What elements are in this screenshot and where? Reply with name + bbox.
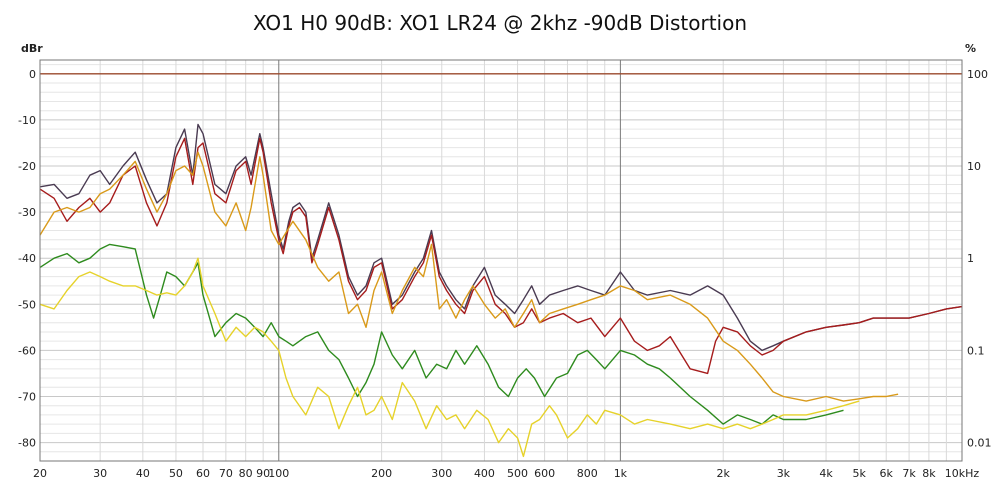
y-right-tick-label: 1 — [967, 252, 974, 265]
x-tick-label: 2k — [717, 467, 731, 480]
y-right-tick-label: 10 — [967, 160, 981, 173]
x-tick-label: 3k — [777, 467, 791, 480]
x-tick-label: 60 — [196, 467, 210, 480]
y-left-tick-label: -70 — [18, 390, 36, 403]
x-tick-label: 4k — [819, 467, 833, 480]
x-tick-label: 30 — [93, 467, 107, 480]
y-right-tick-label: 0.1 — [967, 344, 985, 357]
x-tick-label: 1k — [614, 467, 628, 480]
x-tick-label: 5k — [852, 467, 866, 480]
x-tick-label: 500 — [507, 467, 528, 480]
series-group — [39, 73, 963, 458]
y-left-tick-label: -80 — [18, 437, 36, 450]
y-right-tick-label: 0.01 — [967, 437, 992, 450]
y-left-tick-label: -30 — [18, 206, 36, 219]
plot-frame — [39, 59, 963, 462]
series-line-3 — [39, 151, 899, 402]
x-tick-label: 100 — [268, 467, 289, 480]
series-line-2 — [39, 137, 963, 375]
series-line-4 — [39, 243, 844, 425]
chart-title: XO1 H0 90dB: XO1 LR24 @ 2khz -90dB Disto… — [253, 11, 747, 35]
x-tick-label: 50 — [169, 467, 183, 480]
y-left-tick-label: -10 — [18, 114, 36, 127]
y-right-unit-label: % — [965, 42, 976, 55]
y-left-tick-label: -40 — [18, 252, 36, 265]
x-tick-label: 400 — [474, 467, 495, 480]
x-tick-label: 300 — [431, 467, 452, 480]
x-tick-label: 6k — [880, 467, 894, 480]
x-tick-label: 800 — [577, 467, 598, 480]
x-tick-label: 40 — [136, 467, 150, 480]
y-left-tick-label: -50 — [18, 298, 36, 311]
x-tick-label: 20 — [33, 467, 47, 480]
series-line-1 — [39, 123, 963, 352]
y-left-tick-label: 0 — [29, 68, 36, 81]
x-tick-label: 8k — [922, 467, 936, 480]
y-right-tick-label: 100 — [967, 68, 988, 81]
y-left-unit-label: dBr — [21, 42, 43, 55]
series-line-5 — [39, 257, 860, 458]
x-tick-label: 200 — [371, 467, 392, 480]
x-tick-label: 600 — [534, 467, 555, 480]
y-left-tick-label: -60 — [18, 344, 36, 357]
x-tick-label: 7k — [902, 467, 916, 480]
x-tick-label: 80 — [239, 467, 253, 480]
y-left-tick-label: -20 — [18, 160, 36, 173]
x-tick-label: 10kHz — [945, 467, 980, 480]
x-tick-label: 90 — [256, 467, 270, 480]
x-tick-label: 70 — [219, 467, 233, 480]
